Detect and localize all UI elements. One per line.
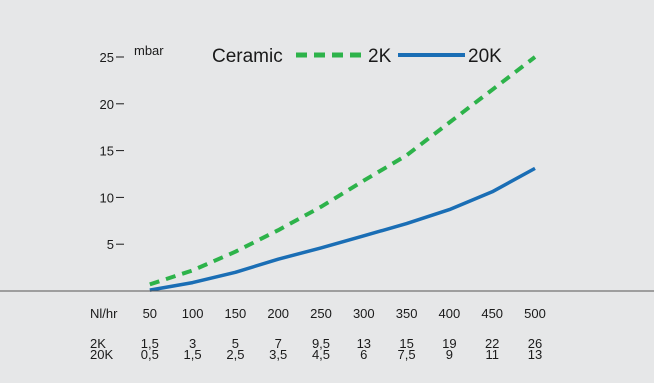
x-tick-label: 500 bbox=[524, 306, 546, 321]
table-cell-2k: 13 bbox=[357, 336, 371, 351]
x-tick-label: 150 bbox=[225, 306, 247, 321]
table-row-label-20k: 20K bbox=[90, 347, 113, 362]
table-cell-2k: 26 bbox=[528, 336, 542, 351]
table-cell-20k: 9 bbox=[446, 347, 453, 362]
table-cell-2k: 9,5 bbox=[312, 336, 330, 351]
data-table: Nl/hr 2K 20K 501,50,510031,515052,520073… bbox=[90, 306, 546, 362]
table-cell-20k: 0,5 bbox=[141, 347, 159, 362]
series-layer bbox=[149, 55, 537, 292]
y-tick-label: 15 bbox=[100, 144, 114, 159]
table-cell-20k: 3,5 bbox=[269, 347, 287, 362]
x-tick-label: 300 bbox=[353, 306, 375, 321]
y-tick-label: 20 bbox=[100, 97, 114, 112]
x-tick-label: 200 bbox=[267, 306, 289, 321]
x-tick-label: 450 bbox=[481, 306, 503, 321]
x-tick-label: 50 bbox=[143, 306, 157, 321]
table-cell-20k: 1,5 bbox=[184, 347, 202, 362]
table-cell-20k: 11 bbox=[485, 347, 499, 362]
table-cell-2k: 19 bbox=[442, 336, 456, 351]
table-cell-20k: 6 bbox=[360, 347, 367, 362]
legend-label-20k: 20K bbox=[468, 46, 502, 67]
x-tick-label: 350 bbox=[396, 306, 418, 321]
table-cell-2k: 15 bbox=[399, 336, 413, 351]
legend-label-2k: 2K bbox=[368, 46, 392, 67]
y-axis: 5 10 15 20 25 bbox=[100, 50, 124, 252]
x-tick-label: 250 bbox=[310, 306, 332, 321]
x-tick-label: 100 bbox=[182, 306, 204, 321]
table-cell-20k: 4,5 bbox=[312, 347, 330, 362]
table-header-x: Nl/hr bbox=[90, 306, 118, 321]
table-cells: 501,50,510031,515052,520073,52509,54,530… bbox=[141, 306, 546, 362]
y-tick-label: 10 bbox=[100, 190, 114, 205]
x-tick-label: 400 bbox=[439, 306, 461, 321]
y-axis-unit: mbar bbox=[134, 43, 164, 58]
table-cell-2k: 5 bbox=[232, 336, 239, 351]
table-cell-2k: 3 bbox=[189, 336, 196, 351]
legend-title: Ceramic bbox=[212, 46, 283, 67]
y-tick-label: 25 bbox=[100, 50, 114, 65]
table-cell-2k: 1,5 bbox=[141, 336, 159, 351]
series-line-2k bbox=[149, 55, 537, 287]
y-tick-label: 5 bbox=[107, 237, 114, 252]
table-row-label-2k: 2K bbox=[90, 336, 106, 351]
table-cell-2k: 22 bbox=[485, 336, 499, 351]
legend: Ceramic 2K 20K bbox=[212, 46, 502, 67]
table-cell-20k: 7,5 bbox=[398, 347, 416, 362]
table-cell-2k: 7 bbox=[275, 336, 282, 351]
table-cell-20k: 13 bbox=[528, 347, 542, 362]
series-line-20k bbox=[149, 166, 536, 292]
table-cell-20k: 2,5 bbox=[226, 347, 244, 362]
